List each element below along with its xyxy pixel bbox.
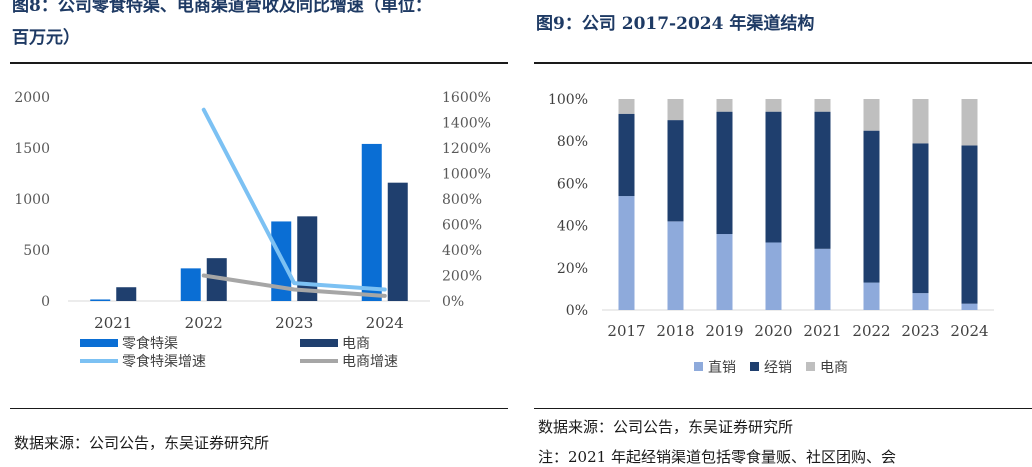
bar-segment-distribution	[912, 143, 929, 294]
bar-segment-distribution	[618, 113, 635, 197]
right-y-tick-label: 0%	[442, 294, 464, 310]
right-top-rule	[534, 62, 1032, 64]
left-y-tick-label: 500	[23, 243, 50, 259]
bar-segment-direct	[863, 282, 880, 310]
right-y-tick-label: 1600%	[442, 90, 491, 106]
right-y-tick-label: 400%	[442, 243, 482, 259]
bar-snack-channel	[90, 299, 111, 301]
x-tick-label: 2018	[656, 322, 694, 340]
bar-segment-ecommerce	[912, 99, 929, 144]
bar-segment-ecommerce	[618, 99, 635, 114]
bar-segment-direct	[667, 221, 684, 310]
bar-segment-ecommerce	[961, 99, 978, 146]
x-tick-label: 2021	[94, 314, 132, 332]
bar-segment-ecommerce	[716, 99, 733, 112]
x-tick-label: 2024	[950, 322, 988, 340]
line-series-snack-growth	[201, 107, 387, 292]
bar-ecommerce	[116, 287, 137, 301]
right-chart: 100% 80% 60% 40% 20% 0% 2017 2018 2019 2020 2021 20…	[548, 92, 994, 376]
bar-segment-distribution	[716, 111, 733, 235]
legend-label: 零食特渠增速	[122, 353, 206, 370]
bar-segment-distribution	[814, 111, 831, 249]
x-tick-label: 2017	[607, 322, 645, 340]
bar-segment-ecommerce	[863, 99, 880, 131]
legend-swatch	[750, 362, 759, 371]
left-figure-title-line1: 图8：公司零食特渠、电商渠道营收及同比增速（单位：	[12, 0, 432, 16]
left-y-tick-label: 0	[41, 294, 50, 310]
x-tick-label: 2024	[366, 314, 404, 332]
legend-label: 经销	[764, 360, 792, 376]
right-source-text: 数据来源：公司公告，东吴证券研究所	[538, 418, 794, 436]
left-y-tick-label: 2000	[14, 90, 50, 106]
y-tick-label: 80%	[557, 134, 588, 150]
left-chart: 2000 1500 1000 500 0 1600% 1400% 1200% 1000% 800%…	[14, 90, 491, 370]
legend-swatch	[806, 362, 815, 371]
x-tick-label: 2022	[852, 322, 890, 340]
bar-segment-direct	[961, 303, 978, 310]
bar-segment-direct	[912, 293, 929, 310]
y-tick-label: 100%	[548, 92, 588, 108]
x-tick-label: 2019	[705, 322, 743, 340]
x-tick-label: 2023	[901, 322, 939, 340]
right-y-tick-label: 600%	[442, 218, 482, 234]
legend-label: 零食特渠	[122, 335, 178, 352]
left-bottom-rule	[10, 408, 508, 409]
legend-swatch	[694, 362, 703, 371]
right-y-tick-label: 1200%	[442, 141, 491, 157]
bar-segment-distribution	[961, 145, 978, 304]
x-tick-label: 2021	[803, 322, 841, 340]
bar-segment-distribution	[667, 120, 684, 222]
bar-segment-distribution	[765, 111, 782, 243]
legend-label: 电商增速	[342, 354, 398, 370]
y-tick-label: 20%	[557, 261, 588, 277]
bar-segment-direct	[814, 248, 831, 310]
left-source-text: 数据来源：公司公告，东吴证券研究所	[14, 434, 270, 452]
legend-bar-swatch	[80, 339, 118, 347]
legend-label: 电商	[820, 360, 848, 376]
y-tick-label: 40%	[557, 219, 588, 235]
bar-segment-ecommerce	[765, 99, 782, 112]
bar-segment-distribution	[863, 130, 880, 283]
legend-bar-swatch	[300, 339, 338, 347]
left-figure-title-line2: 百万元）	[12, 28, 80, 48]
left-y-tick-label: 1500	[14, 141, 50, 157]
bar-segment-direct	[618, 196, 635, 310]
bar-segment-ecommerce	[814, 99, 831, 112]
right-y-tick-label: 200%	[442, 269, 482, 285]
bar-segment-ecommerce	[667, 99, 684, 121]
bar-snack-channel	[361, 143, 382, 301]
right-y-tick-label: 1400%	[442, 116, 491, 132]
left-y-tick-label: 1000	[14, 192, 50, 208]
y-tick-label: 60%	[557, 176, 588, 192]
x-tick-label: 2022	[185, 314, 223, 332]
bar-ecommerce	[206, 258, 227, 301]
x-tick-label: 2020	[754, 322, 792, 340]
bar-segment-direct	[716, 234, 733, 310]
right-y-tick-label: 800%	[442, 192, 482, 208]
right-note-text: 注：2021 年起经销渠道包括零食量贩、社区团购、会	[538, 448, 896, 466]
right-bottom-rule	[534, 408, 1032, 409]
bar-snack-channel	[180, 268, 201, 301]
right-figure-title: 图9：公司 2017-2024 年渠道结构	[536, 14, 815, 34]
bar-ecommerce	[297, 216, 318, 301]
x-tick-label: 2023	[275, 314, 313, 332]
legend-label: 电商	[342, 336, 370, 352]
bar-ecommerce	[387, 182, 408, 301]
legend-label: 直销	[708, 359, 736, 376]
right-figure-panel: 图9：公司 2017-2024 年渠道结构 100% 80% 60% 40% 20% 0%…	[524, 0, 1032, 467]
right-y-tick-label: 1000%	[442, 167, 491, 183]
bar-segment-direct	[765, 242, 782, 310]
line-series-ecommerce-growth	[201, 273, 387, 298]
y-tick-label: 0%	[566, 303, 588, 319]
left-top-rule	[10, 62, 508, 64]
left-figure-panel: 图8：公司零食特渠、电商渠道营收及同比增速（单位： 百万元） 2000 1500 1…	[0, 0, 508, 467]
